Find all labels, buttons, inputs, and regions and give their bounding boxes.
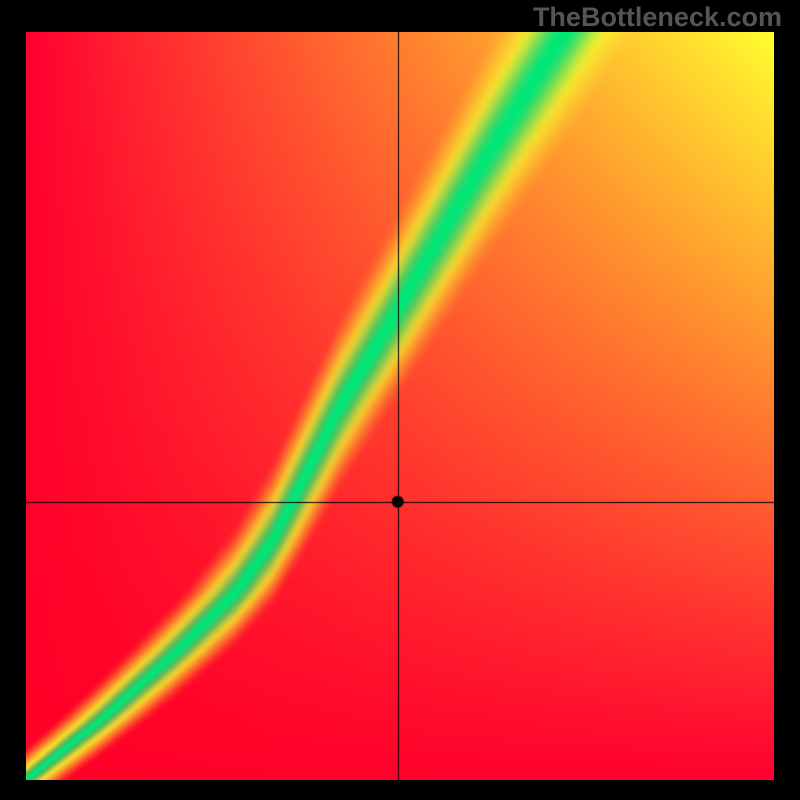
watermark-text: TheBottleneck.com: [533, 2, 782, 33]
chart-container: TheBottleneck.com: [0, 0, 800, 800]
bottleneck-heatmap: [26, 32, 774, 780]
